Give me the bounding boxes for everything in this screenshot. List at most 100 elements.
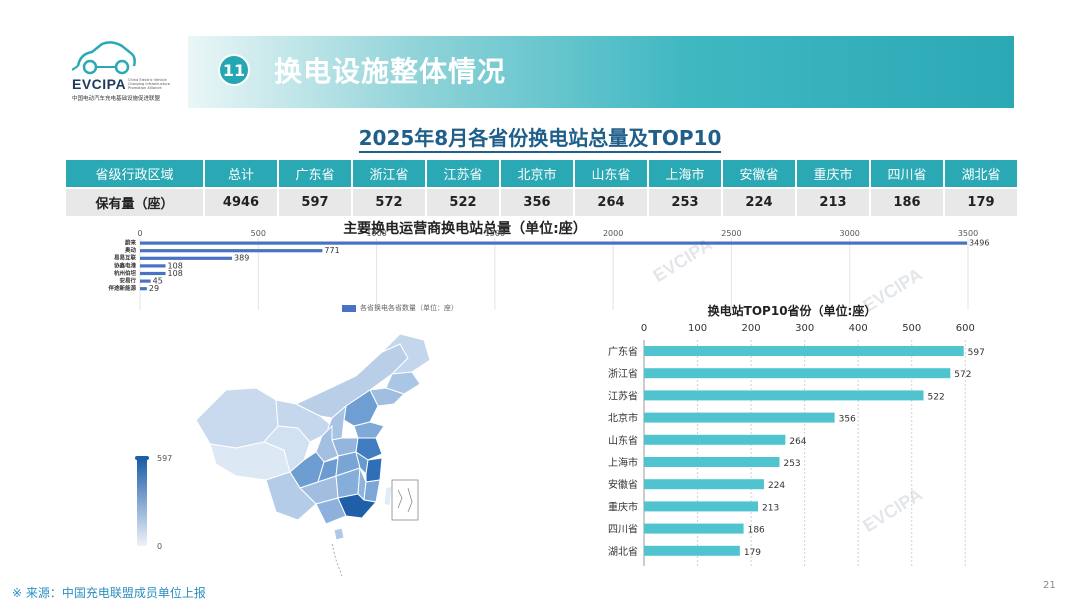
table-header-cell: 广东省 — [278, 160, 353, 188]
y-category-label: 江苏省 — [608, 389, 638, 402]
main-title-text: 2025年8月各省份换电站总量及TOP10 — [358, 126, 722, 153]
table-header-cell: 总计 — [204, 160, 279, 188]
map-province-xinjiang — [195, 387, 279, 449]
table-value-cell: 224 — [722, 187, 797, 216]
bar-value-label: 522 — [928, 392, 945, 402]
bar — [644, 346, 964, 356]
x-tick-label: 500 — [251, 229, 266, 238]
bar-value-label: 186 — [748, 526, 765, 536]
y-category-label: 杭州伯坦 — [114, 269, 137, 277]
bar — [644, 390, 924, 401]
y-category-label: 奥动 — [125, 246, 137, 254]
map-province-fujian — [363, 479, 381, 503]
x-tick-label: 0 — [137, 229, 142, 238]
map-color-scale: 597 0 — [135, 455, 172, 550]
table-value-cell: 522 — [426, 187, 501, 216]
bar-value-label: 108 — [168, 269, 183, 278]
x-tick-label: 2500 — [721, 229, 741, 238]
main-title: 2025年8月各省份换电站总量及TOP10 — [0, 122, 1080, 153]
bar-value-label: 253 — [783, 459, 800, 469]
y-category-label: 伴途新能源 — [107, 284, 136, 292]
map-province-taiwan — [383, 485, 393, 507]
table-value-cell: 597 — [278, 187, 353, 216]
map-south-sea-inset — [391, 479, 419, 521]
table-value-cell: 4946 — [204, 187, 279, 216]
table-row-label: 保有量（座） — [66, 187, 205, 216]
scale-gradient-bar — [137, 460, 147, 546]
y-category-label: 安易行 — [119, 277, 136, 285]
x-tick-label: 100 — [688, 323, 707, 334]
operator-chart-legend: 各省换电各省数量（单位：座） — [342, 303, 458, 313]
table-header-cell: 四川省 — [870, 160, 945, 188]
bar-value-label: 3496 — [969, 239, 989, 248]
bar — [644, 501, 759, 512]
section-number-badge: 11 — [218, 54, 250, 86]
car-logo-icon — [72, 41, 136, 75]
logo-brand-sub: China Electric Vehicle Charging Infrastr… — [128, 78, 170, 90]
province-table: 省级行政区域 总计 广东省 浙江省 江苏省 北京市 山东省 上海市 安徽省 重庆… — [66, 160, 1019, 216]
y-category-label: 四川省 — [608, 523, 638, 536]
map-province-zhejiang — [365, 457, 383, 483]
bar-value-label: 29 — [149, 284, 159, 293]
bar — [140, 271, 166, 276]
bar-value-label: 179 — [744, 548, 761, 558]
bar — [644, 479, 764, 490]
bar — [140, 264, 166, 268]
top10-chart-title: 换电站TOP10省份（单位:座） — [708, 303, 877, 318]
y-category-label: 易易互联 — [113, 254, 137, 262]
map-province-jilin — [385, 371, 421, 395]
map-province-jiangsu — [355, 437, 383, 461]
y-category-label: 上海市 — [608, 456, 638, 469]
table-value-cell: 179 — [944, 187, 1019, 216]
x-tick-label: 600 — [956, 323, 975, 334]
operator-bar-chart: 0 500 1000 1500 2000 2500 3000 3500 蔚来 3496 奥动 771 易… — [107, 229, 989, 310]
table-header-cell: 浙江省 — [352, 160, 427, 188]
table-value-cell: 186 — [870, 187, 945, 216]
source-note: ※ 来源：中国充电联盟成员单位上报 — [12, 586, 206, 600]
bar-value-label: 45 — [153, 277, 163, 286]
y-category-label: 山东省 — [608, 434, 638, 447]
bar — [644, 412, 835, 423]
page-number: 21 — [1043, 580, 1056, 591]
scale-handle-top — [135, 456, 149, 460]
y-category-label: 安徽省 — [608, 478, 638, 491]
bar — [140, 256, 233, 260]
table-header-label: 省级行政区域 — [66, 160, 205, 188]
x-tick-label: 400 — [849, 323, 868, 334]
scale-max-label: 597 — [157, 455, 172, 463]
table-header-cell: 江苏省 — [426, 160, 501, 188]
logo-brand-cn: 中国电动汽车充电基础设施促进联盟 — [72, 96, 161, 102]
evcipa-logo: EVCIPA China Electric Vehicle Charging I… — [66, 40, 178, 106]
bar — [644, 545, 740, 556]
bar-value-label: 389 — [234, 254, 249, 263]
bar-value-label: 597 — [968, 348, 985, 358]
table-header-cell: 上海市 — [648, 160, 723, 188]
legend-label: 各省换电各省数量（单位：座） — [360, 304, 458, 312]
y-category-label: 协鑫电港 — [114, 261, 137, 269]
china-province-map — [195, 333, 431, 577]
table-value-cell: 356 — [500, 187, 575, 216]
x-tick-label: 1000 — [366, 229, 386, 238]
y-category-label: 北京市 — [608, 412, 638, 425]
table-value-cell: 253 — [648, 187, 723, 216]
bar-value-label: 356 — [839, 415, 856, 425]
y-category-label: 湖北省 — [608, 545, 638, 558]
y-category-label: 蔚来 — [125, 239, 137, 247]
bar — [644, 368, 951, 379]
bar-value-label: 771 — [324, 246, 339, 255]
x-tick-label: 300 — [795, 323, 814, 334]
x-tick-label: 500 — [902, 323, 921, 334]
x-tick-label: 3000 — [840, 229, 860, 238]
map-south-sea-line — [331, 543, 343, 577]
top10-bar-chart: 换电站TOP10省份（单位:座） 0 100 200 300 400 500 600 广东省 59… — [608, 303, 985, 566]
operator-chart-title: 主要换电运营商换电站总量（单位:座） — [343, 221, 587, 237]
header-banner — [188, 36, 1014, 108]
bar — [140, 279, 151, 283]
table-value-row: 保有量（座） 4946 597 572 522 356 264 253 224 … — [66, 187, 1019, 216]
x-tick-label: 0 — [641, 323, 647, 334]
y-category-label: 重庆市 — [608, 500, 638, 513]
bar — [140, 241, 968, 245]
bar — [140, 287, 147, 291]
map-province-guangdong — [337, 493, 377, 519]
bar — [644, 523, 744, 534]
